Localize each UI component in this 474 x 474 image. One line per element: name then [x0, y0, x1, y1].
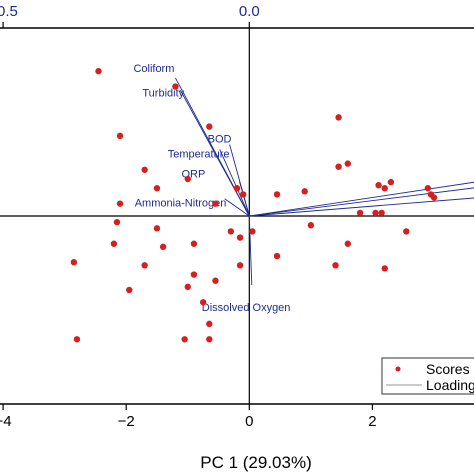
- score-point: [206, 123, 213, 130]
- legend-box: [381, 357, 474, 395]
- bottom-tick-label: 2: [368, 413, 376, 430]
- score-point: [181, 336, 188, 343]
- loading-vector: [248, 215, 253, 286]
- legend-entry-scores: Scores: [426, 361, 470, 377]
- score-point: [403, 228, 410, 235]
- score-point: [153, 225, 161, 232]
- score-point: [199, 299, 207, 306]
- score-point: [307, 222, 315, 229]
- plot-frame: [0, 27, 474, 405]
- score-point: [344, 160, 352, 167]
- legend-entry-loadings: Loadings: [426, 377, 474, 393]
- score-point: [378, 209, 385, 217]
- score-point: [116, 200, 124, 207]
- top-tick-label: 0.0: [239, 3, 260, 20]
- bottom-tick-label: −4: [0, 413, 12, 430]
- score-point: [424, 185, 432, 192]
- loading-vector: [224, 198, 250, 217]
- score-point: [273, 252, 281, 260]
- loading-label: BOD: [208, 133, 232, 145]
- score-point: [335, 163, 342, 170]
- score-point: [372, 209, 379, 217]
- loading-label: Turbidity: [142, 87, 184, 99]
- score-point: [190, 240, 198, 247]
- score-point: [70, 259, 78, 266]
- score-point: [381, 185, 388, 192]
- loading-vector: [249, 187, 474, 217]
- score-points: [70, 67, 438, 343]
- score-point: [113, 218, 121, 226]
- score-point: [273, 191, 281, 198]
- score-point: [236, 234, 244, 241]
- score-point: [335, 114, 342, 121]
- score-point: [95, 67, 102, 75]
- score-point: [381, 265, 388, 272]
- score-point: [332, 262, 339, 269]
- score-point: [387, 178, 395, 186]
- score-point: [184, 283, 191, 291]
- loading-vector: [219, 149, 250, 217]
- score-point: [184, 175, 191, 183]
- top-tick-label: −0.5: [0, 3, 18, 20]
- legend-score-marker: [395, 366, 401, 372]
- legend: ScoresLoadings: [381, 357, 474, 395]
- loading-label: Ammonia-Nitrogen: [135, 198, 227, 210]
- score-point: [212, 277, 219, 284]
- score-point: [239, 191, 247, 198]
- score-point: [375, 181, 382, 189]
- bottom-tick-label: −2: [118, 413, 135, 430]
- loading-vector: [179, 90, 250, 217]
- score-point: [206, 320, 213, 328]
- loading-label: Dissolved Oxygen: [202, 302, 291, 314]
- score-point: [344, 240, 352, 247]
- score-point: [356, 209, 364, 217]
- bottom-tick-label: 0: [245, 413, 253, 430]
- score-point: [126, 286, 133, 294]
- score-point: [73, 336, 81, 343]
- score-point: [110, 240, 118, 247]
- loading-vectors: ColiformTurbidityBODTemperatureORPAmmoni…: [133, 63, 474, 314]
- score-point: [141, 166, 148, 173]
- score-point: [227, 228, 235, 235]
- loading-vector: [249, 181, 474, 217]
- score-point: [172, 83, 179, 90]
- score-point: [301, 188, 308, 195]
- score-point: [430, 194, 438, 201]
- loading-label: Coliform: [133, 63, 174, 75]
- axis-ticks: −4−202−0.50.00.5: [0, 3, 377, 430]
- score-point: [206, 336, 213, 343]
- score-point: [249, 228, 256, 235]
- loading-vector: [239, 181, 250, 217]
- x-axis-title: PC 1 (29.03%): [200, 453, 312, 472]
- score-point: [236, 262, 244, 269]
- score-point: [116, 132, 124, 140]
- score-point: [141, 262, 148, 269]
- score-point: [153, 185, 161, 192]
- score-point: [212, 200, 219, 207]
- score-point: [159, 243, 167, 251]
- loading-vector: [249, 197, 474, 217]
- loading-label: Temperature: [168, 148, 230, 160]
- score-point: [190, 271, 198, 278]
- score-point: [233, 185, 241, 192]
